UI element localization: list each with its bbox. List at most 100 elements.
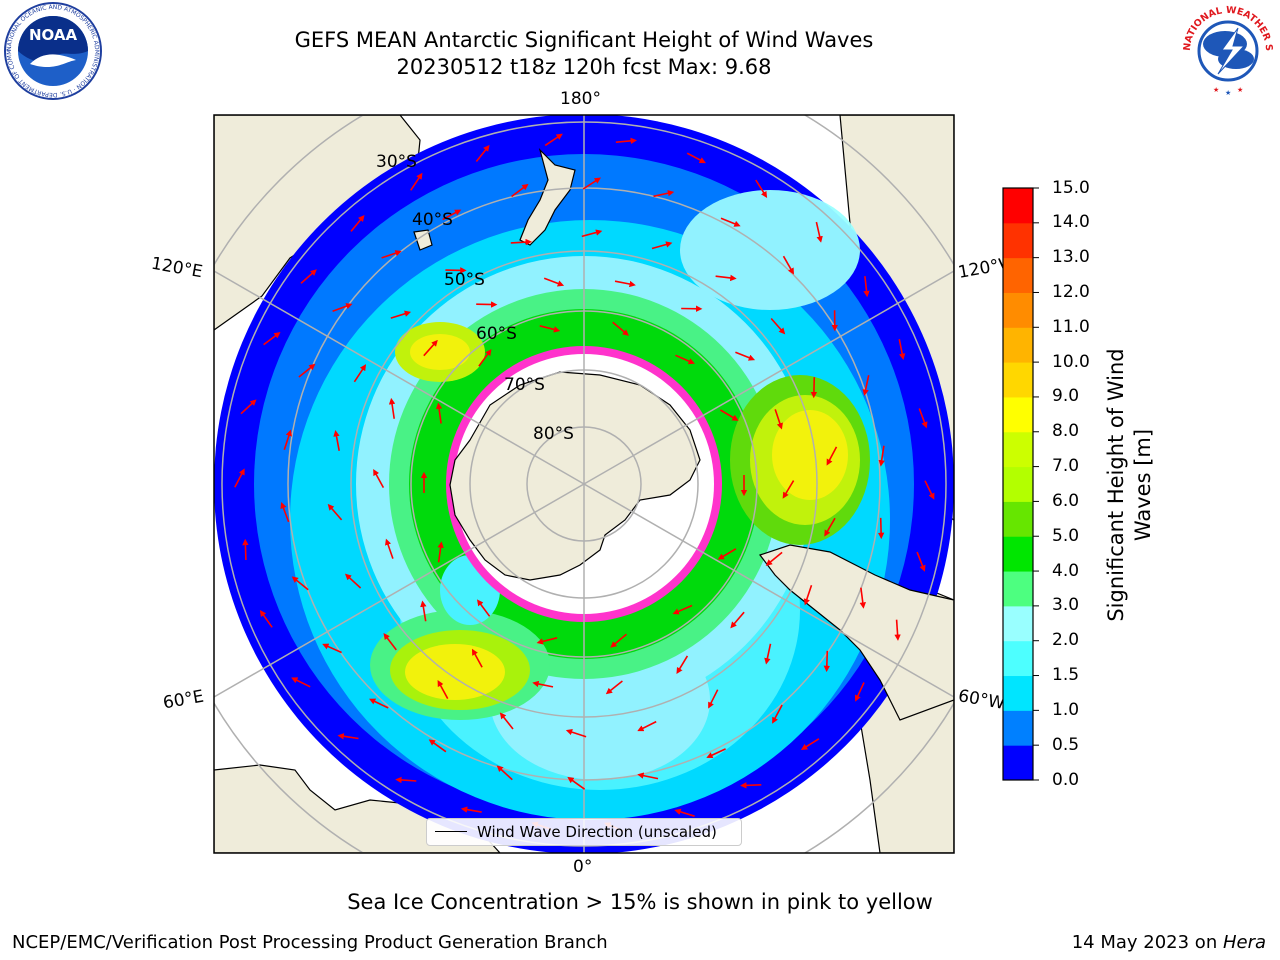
map-frame	[213, 114, 955, 854]
wind-wave-arrow	[428, 739, 447, 753]
footer-date-text: 14 May 2023 on	[1071, 932, 1223, 953]
wind-wave-arrow	[918, 408, 928, 429]
colorbar-tick-label: 11.0	[1052, 316, 1090, 337]
wind-wave-arrow	[242, 538, 249, 561]
wind-wave-arrow	[373, 468, 385, 488]
nws-logo: NATIONAL WEATHER SERVICE ★ ★ ★	[1178, 2, 1274, 97]
lat-label-80s: 80°S	[533, 424, 574, 444]
colorbar-tick-label: 3.0	[1052, 595, 1080, 616]
svg-text:★: ★	[1213, 86, 1219, 94]
wind-wave-arrow	[859, 587, 866, 609]
wind-wave-arrow	[672, 604, 693, 615]
lat-label-50s: 50°S	[444, 270, 485, 290]
colorbar-label-line2: Waves [m]	[1131, 428, 1155, 542]
wind-wave-arrow	[390, 310, 412, 319]
wind-wave-arrow	[862, 375, 870, 396]
wind-wave-arrow	[614, 280, 636, 288]
wind-wave-arrow	[420, 600, 427, 622]
wind-wave-arrow	[567, 776, 586, 790]
wind-wave-arrow	[715, 274, 737, 282]
lat-label-70s: 70°S	[504, 375, 545, 395]
wind-wave-arrow	[388, 397, 396, 419]
lat-label-30s: 30°S	[376, 152, 417, 172]
wind-wave-arrow	[510, 238, 532, 246]
wind-wave-arrow	[543, 277, 565, 287]
wind-wave-arrow	[898, 339, 906, 361]
wind-wave-arrow	[381, 250, 402, 259]
wind-wave-arrow	[637, 772, 659, 780]
colorbar-tick-label: 0.0	[1052, 769, 1080, 790]
wind-wave-arrow	[735, 351, 756, 361]
colorbar-tick-label: 1.5	[1052, 665, 1080, 686]
colorbar-tick-label: 13.0	[1052, 247, 1090, 268]
wind-wave-arrow	[676, 655, 689, 675]
wind-wave-arrow	[770, 317, 786, 335]
wind-wave-arrow	[717, 548, 737, 560]
wind-wave-arrow	[327, 503, 343, 521]
wind-wave-arrow	[878, 445, 885, 467]
wind-wave-arrow	[863, 276, 870, 298]
wind-wave-arrow	[240, 399, 257, 415]
colorbar-tick-label: 1.0	[1052, 699, 1080, 720]
wind-wave-arrow	[653, 190, 675, 198]
wind-wave-arrow	[675, 354, 695, 365]
wind-wave-arrow	[234, 468, 245, 488]
wind-wave-arrow	[283, 429, 292, 450]
colorbar-tick-label: 6.0	[1052, 490, 1080, 511]
colorbar-label: Significant Height of Wind Waves [m]	[1103, 275, 1157, 695]
noaa-logo: NATIONAL OCEANIC AND ATMOSPHERIC ADMINIS…	[2, 2, 102, 100]
footer-host: Hera	[1222, 932, 1266, 953]
south-america	[759, 544, 954, 721]
wind-wave-arrow	[651, 241, 673, 250]
colorbar-tick-label: 12.0	[1052, 281, 1090, 302]
wind-wave-arrow	[496, 765, 513, 781]
wind-wave-arrow	[719, 409, 739, 421]
wind-wave-arrow	[612, 321, 629, 336]
wind-wave-arrow	[782, 480, 795, 499]
svg-text:★: ★	[1237, 86, 1243, 94]
wind-wave-arrow	[539, 325, 561, 333]
wind-wave-arrow	[581, 229, 603, 238]
wind-wave-arrow	[259, 609, 273, 628]
wind-wave-arrow	[605, 680, 623, 695]
wind-wave-arrow	[803, 584, 813, 606]
wind-wave-arrow	[478, 349, 492, 367]
chart-subtitle: 20230512 t18z 120h fcst Max: 9.68	[396, 55, 772, 79]
wind-wave-arrow	[353, 364, 367, 383]
wind-wave-arrow	[823, 650, 831, 673]
wind-wave-arrow	[782, 255, 794, 275]
new-zealand	[519, 147, 576, 246]
colorbar-tick-label: 9.0	[1052, 386, 1080, 407]
legend-label: Wind Wave Direction (unscaled)	[477, 823, 717, 841]
wind-wave-arrow	[720, 217, 741, 227]
wind-wave-arrow	[442, 209, 462, 221]
wind-wave-arrow	[298, 363, 316, 378]
lat-label-40s: 40°S	[412, 210, 453, 230]
wind-wave-arrow	[637, 720, 657, 732]
wind-wave-arrow	[706, 748, 726, 759]
wind-wave-arrow	[916, 551, 926, 572]
colorbar-tick-label: 7.0	[1052, 456, 1080, 477]
wind-wave-arrow	[280, 502, 290, 523]
wind-wave-arrow	[532, 680, 554, 688]
graticule	[214, 115, 954, 853]
wind-wave-arrow	[774, 409, 783, 430]
wind-wave-arrow	[826, 446, 838, 466]
wind-wave-arrow	[810, 377, 818, 399]
lon-label-0: 0°	[573, 857, 593, 877]
wind-wave-arrow	[772, 704, 783, 724]
wind-wave-arrow	[824, 517, 836, 537]
wind-wave-arrow	[755, 179, 768, 199]
wind-wave-arrow	[460, 806, 482, 813]
colorbar-tick-label: 8.0	[1052, 421, 1080, 442]
wind-wave-arrow	[499, 712, 514, 730]
wind-wave-arrow	[337, 733, 359, 740]
antarctica	[449, 371, 701, 581]
svg-text:★: ★	[1225, 89, 1231, 97]
wind-wave-arrow	[410, 172, 423, 191]
wind-wave-arrow	[894, 619, 901, 641]
wind-wave-arrow	[476, 599, 491, 617]
colorbar-tick-label: 0.5	[1052, 734, 1080, 755]
wind-wave-arrow	[322, 643, 342, 654]
